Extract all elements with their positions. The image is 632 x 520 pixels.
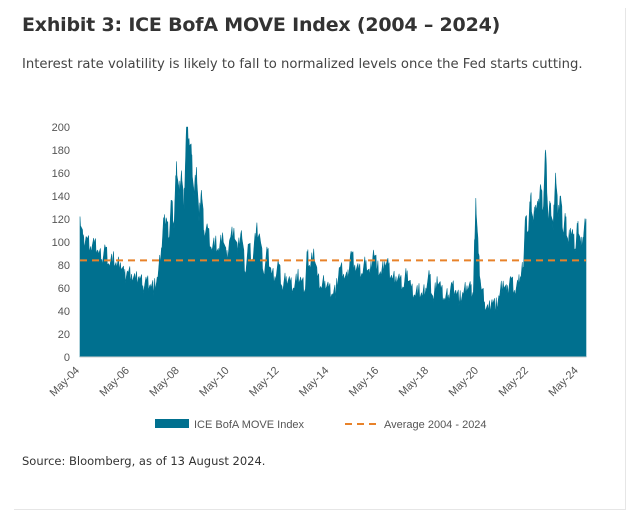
chart-subtitle: Interest rate volatility is likely to fa… bbox=[22, 57, 583, 72]
x-tick-label: May-14 bbox=[297, 365, 331, 399]
y-tick-label: 140 bbox=[52, 191, 70, 203]
x-tick-label: May-12 bbox=[247, 365, 281, 399]
x-tick-label: May-16 bbox=[347, 365, 381, 399]
y-tick-label: 60 bbox=[58, 283, 70, 295]
y-tick-label: 40 bbox=[58, 306, 70, 318]
x-tick-label: May-22 bbox=[497, 365, 531, 399]
x-tick-label: May-04 bbox=[48, 365, 82, 399]
x-tick-label: May-24 bbox=[546, 365, 580, 399]
x-tick-label: May-18 bbox=[397, 365, 431, 399]
y-tick-label: 20 bbox=[58, 329, 70, 341]
x-tick-label: May-10 bbox=[197, 365, 231, 399]
x-tick-label: May-06 bbox=[98, 365, 132, 399]
y-tick-label: 100 bbox=[52, 237, 70, 249]
legend-swatch-move bbox=[155, 419, 189, 428]
source-note: Source: Bloomberg, as of 13 August 2024. bbox=[22, 454, 266, 468]
y-tick-label: 0 bbox=[64, 352, 70, 364]
chart-title: Exhibit 3: ICE BofA MOVE Index (2004 – 2… bbox=[22, 14, 501, 36]
y-tick-label: 180 bbox=[52, 145, 70, 157]
y-tick-label: 80 bbox=[58, 260, 70, 272]
move-index-area bbox=[79, 126, 587, 358]
y-tick-label: 120 bbox=[52, 214, 70, 226]
y-tick-label: 200 bbox=[52, 122, 70, 134]
x-tick-label: May-08 bbox=[147, 365, 181, 399]
legend-label-average: Average 2004 - 2024 bbox=[384, 419, 487, 431]
legend-label-move: ICE BofA MOVE Index bbox=[194, 419, 305, 431]
y-tick-label: 160 bbox=[52, 168, 70, 180]
x-tick-label: May-20 bbox=[447, 365, 481, 399]
